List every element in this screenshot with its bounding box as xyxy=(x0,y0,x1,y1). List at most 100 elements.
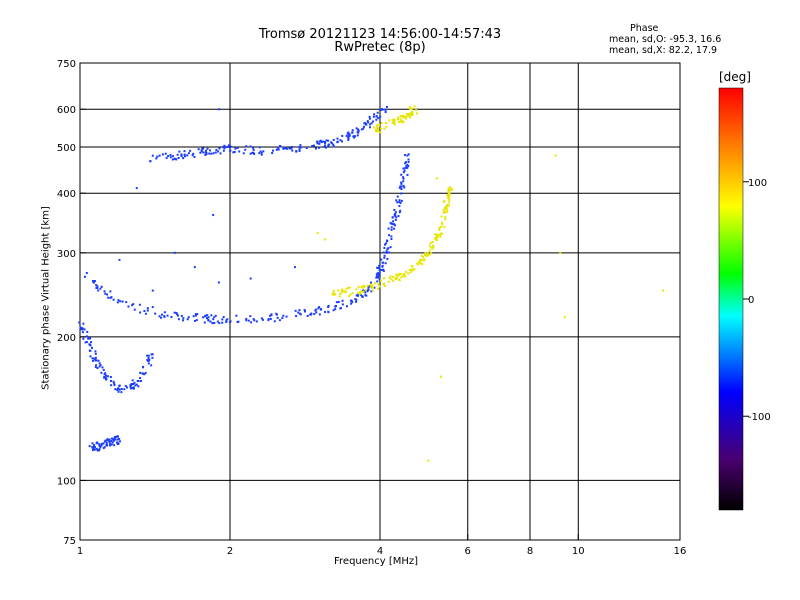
o-mode-point xyxy=(345,305,348,308)
o-mode-point xyxy=(399,201,402,204)
o-mode-point xyxy=(267,319,270,322)
colorbar xyxy=(718,87,744,511)
o-mode-point xyxy=(194,314,197,317)
o-mode-point xyxy=(154,312,157,315)
o-mode-point xyxy=(219,152,222,155)
o-mode-point xyxy=(93,280,96,283)
o-mode-point xyxy=(95,359,98,362)
x-mode-point xyxy=(395,274,398,277)
o-mode-point xyxy=(110,384,113,387)
o-mode-point xyxy=(206,147,209,150)
o-mode-point xyxy=(403,169,406,172)
o-mode-point xyxy=(166,314,169,317)
o-mode-point xyxy=(236,321,239,324)
o-mode-point xyxy=(96,286,99,289)
x-mode-point xyxy=(411,110,414,113)
o-mode-point xyxy=(193,266,196,269)
o-mode-point xyxy=(366,290,369,293)
o-mode-point xyxy=(253,153,256,156)
x-mode-point xyxy=(447,189,450,192)
o-mode-point xyxy=(298,146,301,149)
o-mode-point xyxy=(187,316,190,319)
o-mode-point xyxy=(238,150,241,153)
o-mode-point xyxy=(212,152,215,155)
o-mode-point xyxy=(269,317,272,320)
o-mode-point xyxy=(304,310,307,313)
x-mode-point xyxy=(432,244,435,247)
o-mode-point xyxy=(169,153,172,156)
o-mode-point xyxy=(132,387,135,390)
o-mode-point xyxy=(84,341,87,344)
x-mode-point xyxy=(398,121,401,124)
o-mode-point xyxy=(404,162,407,165)
x-mode-point xyxy=(411,112,414,115)
o-mode-point xyxy=(229,149,232,152)
x-mode-point xyxy=(422,255,425,258)
x-mode-point xyxy=(404,275,407,278)
o-mode-point xyxy=(146,309,149,312)
o-mode-point xyxy=(245,319,248,322)
o-mode-point xyxy=(335,301,338,304)
o-mode-point xyxy=(147,354,150,357)
o-mode-point xyxy=(334,305,337,308)
o-mode-point xyxy=(400,185,403,188)
o-mode-point xyxy=(113,444,116,447)
o-mode-point xyxy=(118,437,121,440)
o-mode-point xyxy=(293,266,296,269)
x-mode-point xyxy=(430,252,433,255)
o-mode-point xyxy=(221,318,224,321)
x-mode-point xyxy=(390,278,393,281)
o-mode-point xyxy=(109,375,112,378)
o-mode-point xyxy=(298,309,301,312)
x-mode-point xyxy=(401,119,404,122)
x-mode-point xyxy=(563,316,566,319)
o-mode-point xyxy=(362,125,365,128)
o-mode-point xyxy=(124,385,127,388)
o-mode-point xyxy=(228,320,231,323)
o-mode-point xyxy=(88,343,91,346)
o-mode-point xyxy=(104,292,107,295)
o-mode-point xyxy=(267,318,270,321)
x-axis-label: Frequency [MHz] xyxy=(334,556,419,567)
o-mode-point xyxy=(173,311,176,314)
o-mode-point xyxy=(379,115,382,118)
x-mode-point xyxy=(408,107,411,110)
o-mode-point xyxy=(175,312,178,315)
o-mode-point xyxy=(98,365,101,368)
x-mode-point xyxy=(360,290,363,293)
x-mode-point xyxy=(438,228,441,231)
o-mode-point xyxy=(103,375,106,378)
o-mode-point xyxy=(400,187,403,190)
x-mode-point xyxy=(448,193,451,196)
o-mode-point xyxy=(119,440,122,443)
o-mode-point xyxy=(200,149,203,152)
o-mode-point xyxy=(160,316,163,319)
o-mode-point xyxy=(114,436,117,439)
o-mode-point xyxy=(357,128,360,131)
x-mode-point xyxy=(372,126,375,129)
x-mode-point xyxy=(394,278,397,281)
o-mode-point xyxy=(96,367,99,370)
y-tick-label: 200 xyxy=(57,333,76,344)
o-mode-point xyxy=(327,304,330,307)
o-mode-point xyxy=(105,443,108,446)
o-mode-point xyxy=(332,138,335,141)
o-mode-point xyxy=(103,290,106,293)
o-mode-point xyxy=(105,378,108,381)
x-mode-point xyxy=(377,130,380,133)
o-mode-point xyxy=(315,311,318,314)
o-mode-point xyxy=(331,142,334,145)
o-mode-point xyxy=(353,135,356,138)
o-mode-point xyxy=(202,316,205,319)
o-mode-point xyxy=(369,281,372,284)
x-mode-point xyxy=(411,265,414,268)
o-mode-point xyxy=(324,146,327,149)
x-mode-point xyxy=(394,276,397,279)
x-mode-point xyxy=(404,117,407,120)
o-mode-point xyxy=(83,275,86,278)
o-mode-point xyxy=(94,366,97,369)
x-mode-point xyxy=(391,275,394,278)
x-mode-point xyxy=(384,285,387,288)
o-mode-point xyxy=(333,145,336,148)
o-mode-point xyxy=(129,386,132,389)
